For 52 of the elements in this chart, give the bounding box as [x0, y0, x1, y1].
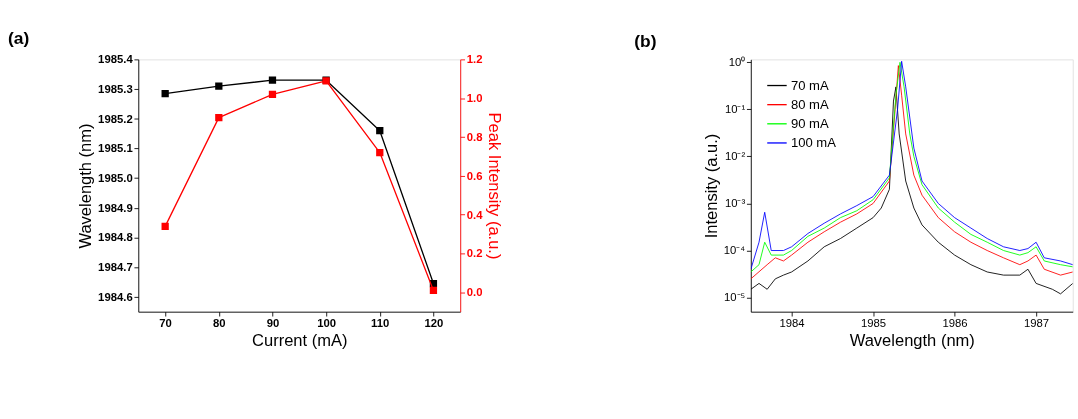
y-tick-label: 1985.4: [98, 53, 134, 66]
legend-label: 70 mA: [790, 77, 829, 93]
y2-tick-label: 0.4: [466, 208, 484, 221]
x-tick-label: 120: [424, 316, 444, 329]
point: [215, 114, 223, 122]
y-tick-label: 10⁻³: [724, 197, 746, 210]
x-tick-label: 1985: [860, 316, 887, 329]
y-axis-title: Wavelength (nm): [76, 123, 96, 249]
x-tick-label: 1987: [1023, 316, 1050, 329]
legend-label: 80 mA: [790, 97, 829, 113]
legend-label: 90 mA: [790, 116, 829, 132]
y2-tick-label: 0.2: [466, 247, 483, 260]
x-axis-title: Wavelength (nm): [849, 331, 975, 351]
point: [268, 90, 277, 98]
y-tick-label: 10⁻²: [724, 150, 746, 163]
y2-axis-title: Peak Intensity (a.u.): [485, 112, 505, 260]
x-tick-label: 90: [266, 316, 280, 329]
y-tick-label: 1984.6: [98, 290, 133, 303]
y-tick-label: 10⁰: [728, 56, 746, 69]
y-tick-label: 1984.7: [98, 261, 133, 274]
x-tick-label: 1986: [942, 316, 968, 329]
point: [376, 127, 384, 135]
point: [376, 148, 384, 157]
chart-title: (a): [8, 27, 30, 48]
y2-tick-label: 0.0: [466, 286, 483, 299]
y-tick-label: 10⁻⁴: [723, 244, 746, 257]
x-tick-label: 1984: [779, 316, 805, 329]
y-axis-title: Intensity (a.u.): [702, 133, 722, 239]
y-tick-label: 10⁻⁵: [723, 291, 746, 304]
y-tick-label: 10⁻¹: [724, 103, 746, 116]
y-tick-label: 1985.3: [98, 83, 133, 96]
x-axis-title: Current (mA): [252, 331, 348, 351]
y2-tick-label: 0.8: [466, 130, 483, 143]
x-tick-label: 110: [371, 316, 390, 329]
y2-tick-label: 0.6: [466, 169, 483, 182]
x-tick-label: 80: [212, 316, 226, 329]
legend-label: 100 mA: [790, 135, 837, 151]
y2-tick-label: 1.2: [466, 53, 483, 66]
y2-tick-label: 1.0: [466, 92, 483, 105]
x-tick-label: 100: [317, 316, 336, 329]
chart-title: (b): [634, 30, 657, 51]
point: [268, 76, 277, 84]
x-tick-label: 70: [159, 316, 172, 329]
point: [161, 89, 169, 98]
point: [215, 82, 223, 90]
y-tick-label: 1985.0: [98, 172, 133, 185]
point: [429, 286, 438, 295]
point: [161, 222, 169, 230]
y-tick-label: 1985.2: [98, 112, 133, 125]
y-tick-label: 1984.9: [98, 201, 133, 214]
y-tick-label: 1985.1: [98, 142, 133, 155]
y-tick-label: 1984.8: [98, 231, 133, 244]
